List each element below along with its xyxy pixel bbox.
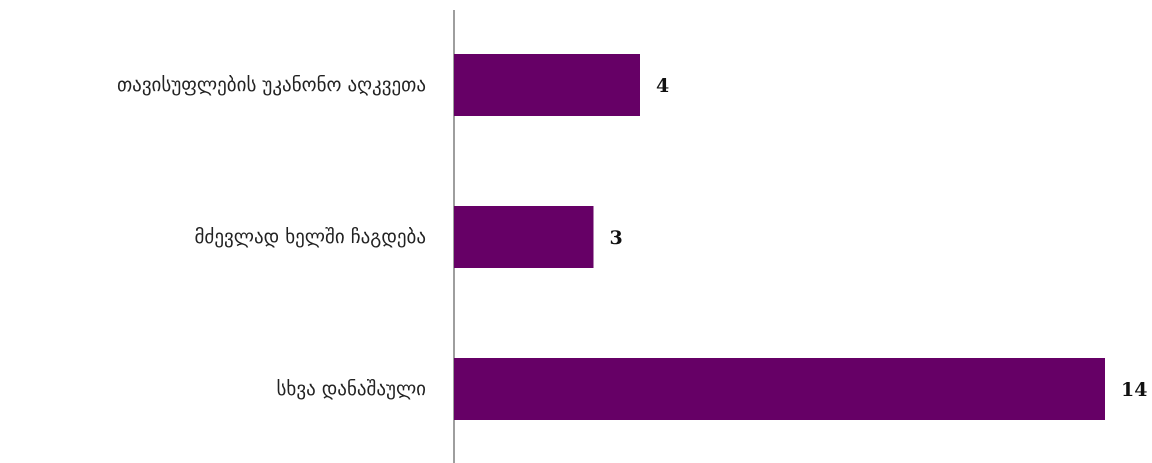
value-label-2: 3	[610, 227, 623, 249]
value-label-3: 14	[1121, 379, 1147, 401]
category-label-3: სხვა დანაშაული	[276, 378, 426, 400]
category-label-1: თავისუფლების უკანონო აღკვეთა	[117, 74, 426, 96]
data-labels-layer: 4 3 14	[610, 75, 1148, 401]
bars-layer	[454, 54, 1105, 420]
category-label-2: მძევლად ხელში ჩაგდება	[195, 226, 427, 248]
value-label-1: 4	[656, 75, 669, 97]
bar-2	[454, 206, 594, 268]
category-labels-layer: თავისუფლების უკანონო აღკვეთა მძევლად ხელშ…	[117, 74, 426, 400]
bar-3	[454, 358, 1105, 420]
bar-1	[454, 54, 640, 116]
